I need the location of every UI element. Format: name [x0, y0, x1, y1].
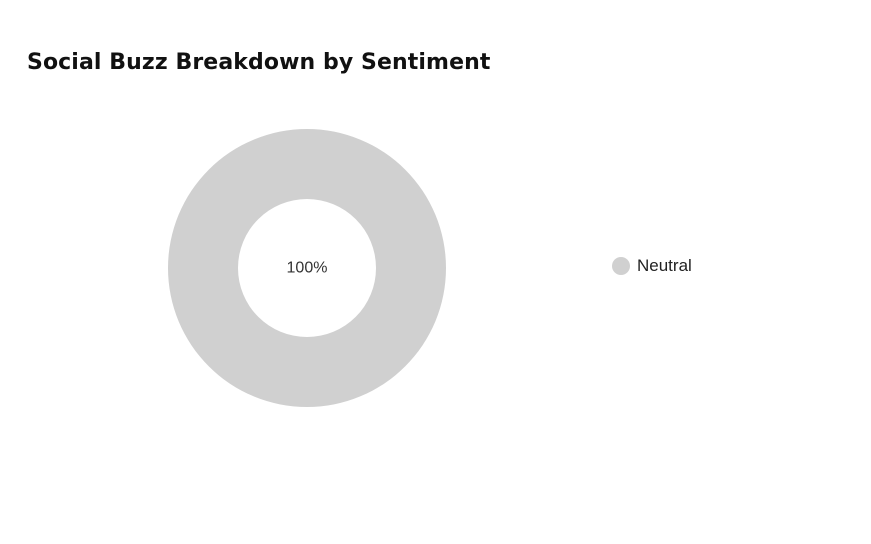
chart-title: Social Buzz Breakdown by Sentiment — [27, 50, 491, 75]
legend-swatch-icon — [612, 257, 630, 275]
pie-slice-neutral[interactable] — [168, 129, 446, 407]
legend-label: Neutral — [637, 256, 692, 275]
slices-layer — [168, 129, 446, 407]
legend: Neutral — [612, 256, 692, 276]
labels-layer: 100% — [287, 260, 328, 277]
legend-item-neutral[interactable]: Neutral — [612, 256, 692, 276]
data-label-neutral: 100% — [287, 260, 328, 277]
